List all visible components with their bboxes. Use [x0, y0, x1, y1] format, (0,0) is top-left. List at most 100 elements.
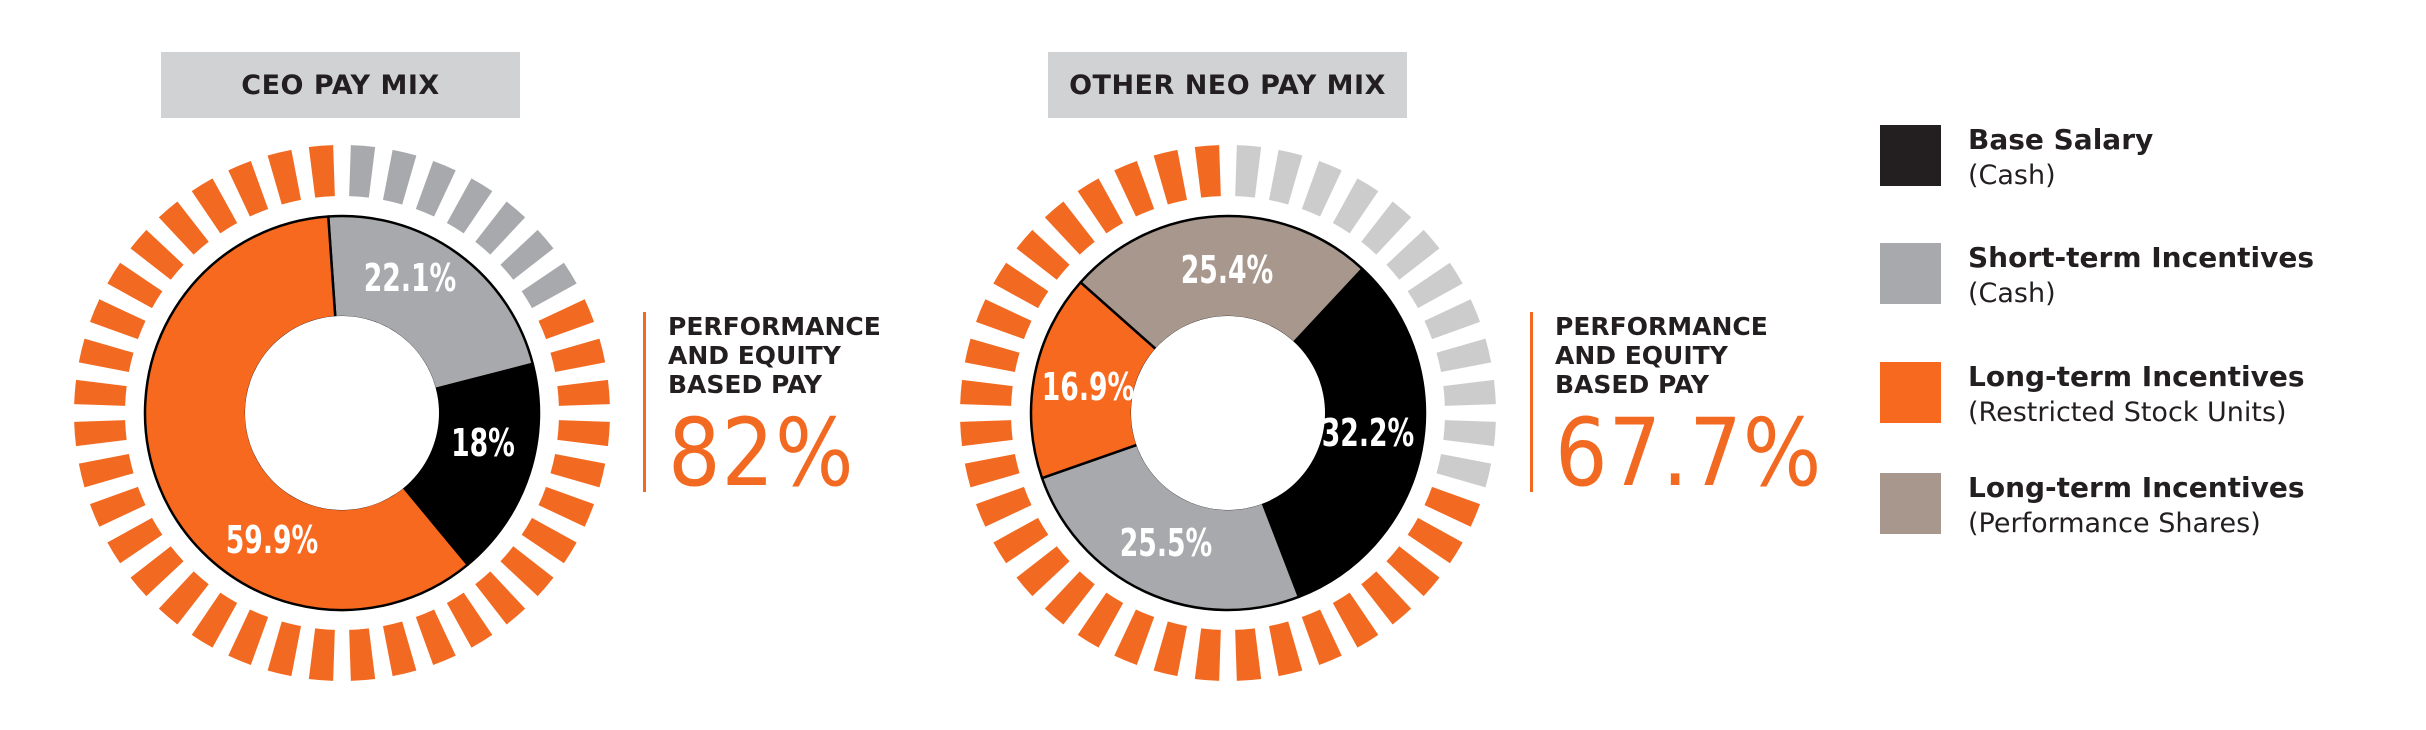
ring-dash [89, 486, 146, 527]
ceo-performance-value: 82% [668, 399, 855, 508]
ring-dash [1077, 178, 1124, 234]
ring-dash [500, 229, 554, 280]
ring-dash [1301, 160, 1342, 217]
ring-dash [78, 453, 134, 488]
ring-dash [1332, 178, 1379, 234]
ring-dash [349, 628, 376, 681]
ring-dash [521, 517, 577, 564]
ring-dash [557, 420, 610, 447]
ring-dash [538, 486, 595, 527]
legend-label: Short-term Incentives [1968, 241, 2315, 274]
ring-dash [1016, 546, 1070, 597]
ring-dash [349, 145, 376, 198]
ring-dash [1424, 486, 1481, 527]
ring-dash [975, 486, 1032, 527]
ring-dash [1443, 379, 1496, 406]
ceo-pay-mix-title: CEO PAY MIX [161, 52, 520, 118]
ring-dash [538, 299, 595, 340]
legend-item-rsu: Long-term Incentives (Restricted Stock U… [1880, 360, 2420, 430]
ring-dash [1194, 145, 1221, 198]
ring-dash [191, 592, 238, 648]
ceo-donut-chart: 22.1% 18% 59.9% [74, 145, 610, 681]
legend-sublabel: (Restricted Stock Units) [1968, 397, 2287, 428]
segment-value-label: 22.1% [364, 256, 456, 301]
ring-dash [158, 201, 209, 255]
segment-value-label: 25.4% [1181, 248, 1273, 293]
ring-dash [228, 160, 269, 217]
legend-sublabel: (Cash) [1968, 160, 2056, 191]
ring-dash [1153, 621, 1188, 677]
ring-dash [308, 628, 335, 681]
ring-dash [267, 149, 302, 205]
ring-dash [415, 609, 456, 666]
ring-dash [1235, 628, 1262, 681]
ring-dash [446, 592, 493, 648]
ring-dash [475, 201, 526, 255]
neo-performance-callout: PERFORMANCE AND EQUITY BASED PAY 67.7% [1530, 312, 1859, 501]
legend-item-short-term: Short-term Incentives (Cash) [1880, 241, 2420, 311]
donut-hole [1131, 316, 1325, 510]
ring-dash [228, 609, 269, 666]
ring-dash [1077, 592, 1124, 648]
ring-dash [107, 262, 163, 309]
segment-value-label: 32.2% [1322, 411, 1414, 456]
ring-dash [1016, 229, 1070, 280]
ring-dash [1235, 145, 1262, 198]
ring-dash [89, 299, 146, 340]
ring-dash [1407, 262, 1463, 309]
ring-dash [1361, 201, 1412, 255]
ring-dash [1436, 338, 1492, 373]
neo-pay-mix-title: OTHER NEO PAY MIX [1048, 52, 1407, 118]
ring-dash [308, 145, 335, 198]
ring-dash [500, 546, 554, 597]
segment-value-label: 59.9% [226, 518, 318, 563]
ring-dash [1153, 149, 1188, 205]
ring-dash [446, 178, 493, 234]
ring-dash [130, 546, 184, 597]
ring-dash [1386, 229, 1440, 280]
neo-performance-value: 67.7% [1555, 399, 1823, 508]
donut-hole [245, 316, 439, 510]
neo-donut-chart: 32.2% 25.5% 16.9% 25.4% [960, 145, 1496, 681]
ring-dash [158, 571, 209, 625]
ring-dash [1436, 453, 1492, 488]
ring-dash [1443, 420, 1496, 447]
ring-dash [74, 420, 127, 447]
ring-dash [107, 517, 163, 564]
ring-dash [1044, 201, 1095, 255]
ring-dash [1332, 592, 1379, 648]
ring-dash [960, 420, 1013, 447]
ring-dash [964, 338, 1020, 373]
legend-label: Base Salary [1968, 123, 2154, 156]
ring-dash [960, 379, 1013, 406]
ring-dash [557, 379, 610, 406]
base-salary-swatch-icon [1880, 125, 1941, 186]
ring-dash [1301, 609, 1342, 666]
legend-item-base-salary: Base Salary (Cash) [1880, 123, 2420, 193]
ceo-performance-callout: PERFORMANCE AND EQUITY BASED PAY 82% [643, 312, 881, 501]
ring-dash [964, 453, 1020, 488]
ring-dash [1268, 149, 1303, 205]
ring-dash [1424, 299, 1481, 340]
ring-dash [521, 262, 577, 309]
ceo-performance-label: PERFORMANCE AND EQUITY BASED PAY [668, 312, 881, 399]
segment-value-label: 25.5% [1120, 521, 1212, 566]
ring-dash [1194, 628, 1221, 681]
segment-value-label: 18% [451, 421, 515, 466]
neo-performance-label: PERFORMANCE AND EQUITY BASED PAY [1555, 312, 1768, 399]
performance-shares-swatch-icon [1880, 473, 1941, 534]
ring-dash [74, 379, 127, 406]
legend-label: Long-term Incentives [1968, 471, 2305, 504]
ring-dash [550, 338, 606, 373]
legend-sublabel: (Cash) [1968, 278, 2056, 309]
ring-dash [382, 149, 417, 205]
ring-dash [130, 229, 184, 280]
ring-dash [267, 621, 302, 677]
ring-dash [1361, 571, 1412, 625]
rsu-swatch-icon [1880, 362, 1941, 423]
legend-item-performance-shares: Long-term Incentives (Performance Shares… [1880, 471, 2420, 541]
legend-sublabel: (Performance Shares) [1968, 508, 2261, 539]
ring-dash [382, 621, 417, 677]
ring-dash [191, 178, 238, 234]
